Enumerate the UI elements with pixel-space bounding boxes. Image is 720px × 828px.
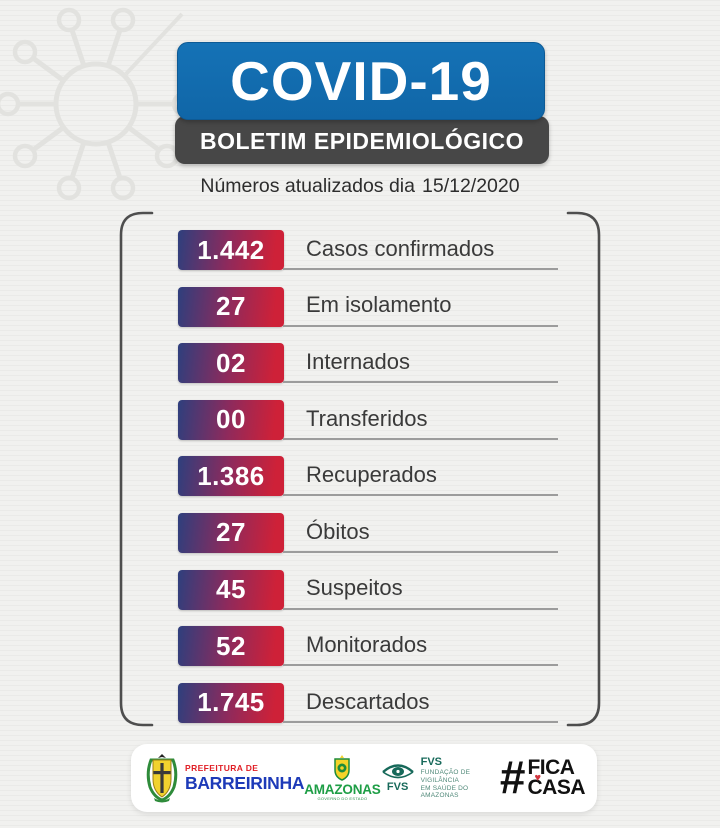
logo-fica-em-casa: # FICA ♥ CASA [499, 751, 586, 804]
barreirinha-coat-of-arms-icon [146, 754, 178, 803]
prefeitura-de-label: PREFEITURA DE [185, 763, 259, 773]
barreirinha-label: BARREIRINHA [185, 772, 305, 793]
bulletin-subtitle-bar: BOLETIM EPIDEMIOLÓGICO [175, 116, 549, 164]
stat-label: Internados [306, 348, 410, 374]
stat-value-badge: 27 [178, 512, 284, 553]
fvs-wordmark: FVS FUNDAÇÃO DE VIGILÂNCIA EM SAÚDE DO A… [421, 756, 500, 800]
page-title: COVID-19 [230, 50, 492, 112]
fvs-line2: EM SAÚDE DO AMAZONAS [420, 784, 469, 800]
logo-fvs: FVS FVS FUNDAÇÃO DE VIGILÂNCIA EM SAÚDE … [381, 756, 500, 800]
footer-logo-strip: PREFEITURA DE BARREIRINHA AMAZONAS GOVER… [131, 744, 597, 812]
stat-underline [283, 268, 558, 270]
fica-casa-wordmark: FICA ♥ CASA [527, 756, 585, 799]
stat-value: 45 [216, 574, 246, 605]
updated-date-prefix: Números atualizados dia [200, 175, 415, 197]
covid-title-banner: COVID-19 [177, 42, 545, 120]
stat-row-obitos: 27 Óbitos [178, 512, 558, 553]
fvs-line1: FUNDAÇÃO DE VIGILÂNCIA [420, 769, 471, 784]
stat-value-badge: 45 [178, 569, 284, 610]
stat-underline [283, 381, 558, 384]
stat-value-badge: 00 [178, 399, 284, 440]
stat-label: Casos confirmados [306, 235, 495, 261]
stat-underline [283, 494, 558, 497]
stats-list: 1.442 Casos confirmados 27 Em isolamento… [178, 230, 558, 723]
stat-row-em-isolamento: 27 Em isolamento [178, 286, 558, 327]
stat-row-transferidos: 00 Transferidos [178, 399, 558, 440]
stat-label: Em isolamento [306, 292, 452, 318]
stat-value: 02 [216, 347, 246, 378]
stat-value-badge: 1.442 [178, 230, 284, 270]
stat-underline [283, 437, 558, 440]
stat-row-monitorados: 52 Monitorados [178, 626, 558, 667]
casa-label: CASA [527, 775, 585, 799]
stat-value: 1.442 [197, 234, 265, 265]
fica-label: FICA [527, 756, 575, 780]
stat-value-badge: 02 [178, 343, 284, 384]
logo-prefeitura-barreirinha: PREFEITURA DE BARREIRINHA [143, 753, 305, 803]
fvs-eye-icon [381, 764, 414, 779]
bulletin-subtitle: BOLETIM EPIDEMIOLÓGICO [199, 128, 525, 154]
updated-date-line: Números atualizados dia 15/12/2020 [0, 175, 720, 198]
stat-value-badge: 1.386 [178, 456, 284, 497]
stat-value: 1.386 [197, 460, 265, 491]
stat-label: Óbitos [306, 518, 370, 544]
fvs-acronym: FVS [420, 755, 443, 768]
stat-label: Monitorados [306, 631, 428, 657]
stat-underline [283, 720, 558, 723]
stat-row-internados: 02 Internados [178, 343, 558, 384]
stat-value: 00 [216, 404, 246, 435]
heart-icon: ♥ [534, 772, 542, 785]
stats-bracket-frame [110, 202, 610, 742]
fvs-eye-block: FVS [381, 763, 415, 793]
stat-label: Suspeitos [306, 575, 403, 601]
hashtag-icon: # [499, 751, 526, 804]
stat-row-suspeitos: 45 Suspeitos [178, 569, 558, 610]
stat-underline [283, 324, 558, 327]
amazonas-subtitle: GOVERNO DO ESTADO [317, 796, 368, 802]
updated-date-value: 15/12/2020 [422, 175, 520, 197]
stat-underline [283, 550, 558, 553]
stat-value-badge: 27 [178, 286, 284, 327]
stat-row-descartados: 1.745 Descartados [178, 682, 558, 723]
stat-value: 27 [216, 291, 246, 322]
stat-value: 1.745 [197, 687, 265, 718]
stat-value-badge: 1.745 [178, 682, 284, 723]
amazonas-label: AMAZONAS [304, 781, 381, 797]
stat-value-badge: 52 [178, 626, 284, 667]
amazonas-crest-icon [334, 754, 351, 781]
bracket-icon [119, 211, 601, 727]
stat-label: Transferidos [306, 405, 428, 431]
stat-value: 27 [216, 517, 246, 548]
fvs-eye-caption: FVS [386, 781, 409, 793]
logo-governo-amazonas: AMAZONAS GOVERNO DO ESTADO [304, 754, 381, 802]
stat-label: Descartados [306, 688, 430, 714]
stat-value: 52 [216, 630, 246, 661]
stat-row-casos-confirmados: 1.442 Casos confirmados [178, 230, 558, 270]
barreirinha-wordmark: PREFEITURA DE BARREIRINHA [185, 763, 305, 793]
stat-label: Recuperados [306, 462, 437, 488]
stat-row-recuperados: 1.386 Recuperados [178, 456, 558, 497]
stat-underline [283, 607, 558, 610]
stat-underline [283, 664, 558, 667]
